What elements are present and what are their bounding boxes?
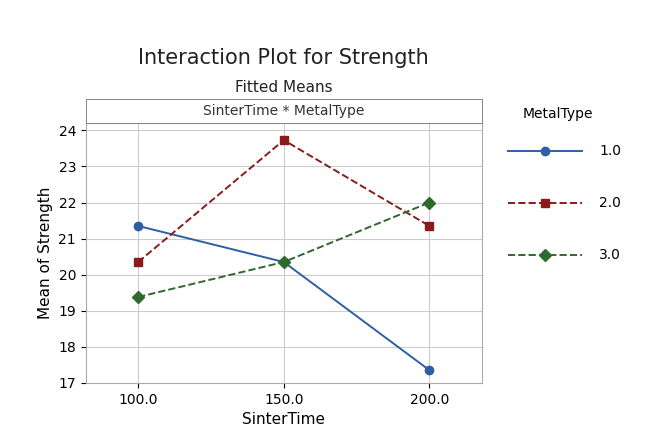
Text: Fitted Means: Fitted Means: [235, 80, 333, 95]
1.0: [280, 259, 288, 264]
Y-axis label: Mean of Strength: Mean of Strength: [38, 187, 53, 319]
2.0: [280, 138, 288, 143]
Line: 3.0: 3.0: [134, 198, 434, 301]
1.0: [426, 367, 434, 373]
Text: 2.0: 2.0: [599, 196, 621, 210]
2.0: [426, 224, 434, 229]
Line: 2.0: 2.0: [134, 136, 434, 266]
X-axis label: SinterTime: SinterTime: [242, 412, 325, 427]
3.0: [134, 294, 142, 300]
Line: 1.0: 1.0: [134, 222, 434, 374]
Text: MetalType: MetalType: [523, 107, 593, 121]
1.0: [134, 224, 142, 229]
3.0: [426, 200, 434, 205]
2.0: [134, 259, 142, 264]
3.0: [280, 259, 288, 264]
Text: 3.0: 3.0: [599, 248, 621, 262]
Text: SinterTime * MetalType: SinterTime * MetalType: [203, 104, 364, 118]
Text: Interaction Plot for Strength: Interaction Plot for Strength: [139, 48, 429, 68]
Text: 1.0: 1.0: [599, 144, 621, 158]
